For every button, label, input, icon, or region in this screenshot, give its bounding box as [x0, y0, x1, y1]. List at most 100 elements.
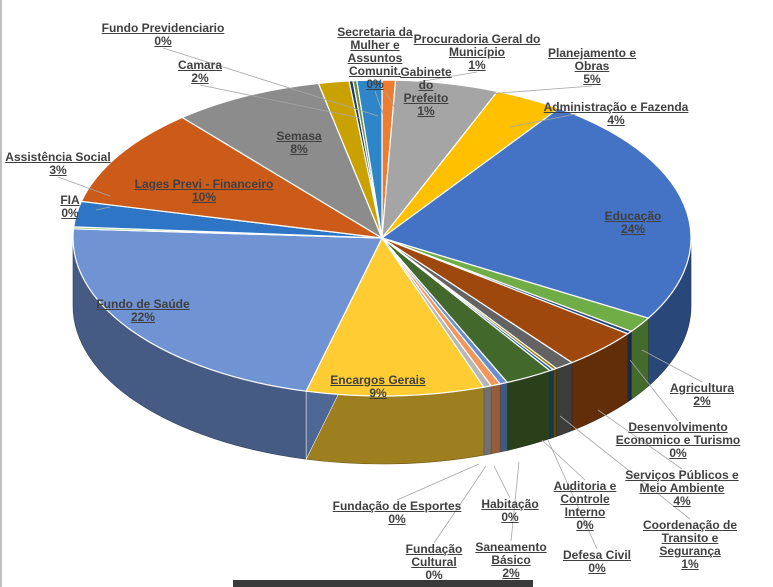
slice-side-coordenacao-de-transito-e-seguranca: [556, 362, 573, 437]
leader-line-agricultura: [641, 349, 703, 383]
slice-label-percent: 0%: [366, 77, 384, 91]
leader-line-fundacao-cultural: [433, 465, 487, 544]
slice-label-name: Saneamento Básico: [475, 540, 547, 567]
slice-gabinete-do-prefeito: [356, 79, 383, 239]
slice-label-percent: 1%: [681, 557, 699, 571]
slice-label-name: Coordenação de Transito e Segurança: [642, 518, 738, 558]
slice-label-administracao-e-fazenda: Administração e Fazenda 4%: [544, 101, 689, 127]
slice-label-name: Educação: [604, 209, 662, 223]
leader-line-auditoria-e-controle-interno: [541, 439, 586, 481]
slice-label-name: Encargos Gerais: [330, 373, 426, 387]
slice-label-semasa: Semasa 8%: [276, 130, 321, 156]
slice-label-percent: 24%: [620, 222, 646, 236]
slice-label-name: Fundo de Saúde: [96, 297, 190, 311]
leader-line-fia: [95, 206, 111, 211]
slice-label-percent: 1%: [468, 58, 486, 72]
slice-label-percent: 0%: [61, 206, 79, 220]
leader-line-planejamento-e-obras: [461, 85, 593, 97]
leader-line-fundacao-de-esportes: [396, 463, 480, 501]
slice-label-procuradoria-geral-do-municipio: Procuradoria Geral do Município 1%: [414, 33, 541, 72]
slice-encargos-gerais: [305, 236, 485, 397]
slice-label-fundo-previdenciario: Fundo Previdenciario 0%: [102, 22, 225, 48]
slice-label-percent: 0%: [669, 446, 687, 460]
leader-line-desenvolvimento-economico-e-turismo: [629, 359, 679, 422]
slice-label-lages-previ-financeiro: Lages Previ - Financeiro 10%: [135, 178, 274, 204]
slice-label-name: Fundação de Esportes: [332, 499, 462, 513]
leader-line-gabinete-do-prefeito: [385, 91, 399, 115]
slice-label-name: Planejamento e Obras: [547, 46, 637, 73]
slice-side-agricultura: [630, 317, 649, 400]
leader-line-coordenacao-de-transito-e-seguranca: [559, 415, 691, 520]
leader-line-fundo-previdenciario: [162, 47, 379, 117]
slice-label-saneamento-basico: Saneamento Básico 2%: [475, 541, 546, 580]
slice-label-fundacao-de-esportes: Fundação de Esportes 0%: [333, 500, 462, 526]
slice-label-educacao: Educação 24%: [605, 210, 662, 236]
slice-label-servicos-publicos-e-meio-ambiente: Serviços Públicos e Meio Ambiente 4%: [625, 469, 738, 508]
slice-label-name: Fundação Cultural: [405, 542, 463, 569]
slice-label-name: Gabinete do Prefeito: [400, 65, 452, 105]
slice-semasa: [180, 82, 384, 240]
leader-line-secretaria-da-mulher-e-assuntos-comunit: [374, 90, 384, 115]
slice-label-fundacao-cultural: Fundação Cultural 0%: [406, 543, 463, 582]
slice-label-percent: 0%: [425, 568, 443, 582]
leader-line-procuradoria-geral-do-municipio: [417, 71, 478, 83]
slice-label-percent: 3%: [49, 163, 67, 177]
slice-label-percent: 10%: [191, 190, 217, 204]
slice-label-percent: 4%: [607, 113, 625, 127]
slice-label-name: Assistência Social: [5, 150, 111, 164]
slice-label-name: Secretaria da Mulher e Assuntos Comunit.: [337, 25, 413, 78]
slice-side-habitacao: [499, 382, 508, 453]
slice-lages-previ-financeiro: [80, 116, 383, 239]
slice-label-name: Habitação: [481, 497, 539, 511]
slice-label-name: Auditoria e Controle Interno: [553, 479, 617, 519]
slice-label-percent: 2%: [191, 71, 209, 85]
slice-label-name: Camara: [177, 58, 223, 72]
slice-label-percent: 0%: [388, 512, 406, 526]
slice-label-auditoria-e-controle-interno: Auditoria e Controle Interno 0%: [554, 480, 617, 532]
slice-label-planejamento-e-obras: Planejamento e Obras 5%: [548, 47, 636, 86]
slice-label-encargos-gerais: Encargos Gerais 9%: [330, 374, 425, 400]
slice-side-fundacao-de-esportes: [483, 385, 492, 456]
slice-label-percent: 8%: [290, 142, 308, 156]
slice-label-name: Administração e Fazenda: [543, 100, 689, 114]
slice-label-habitacao: Habitação 0%: [481, 498, 538, 524]
slice-label-coordenacao-de-transito-e-seguranca: Coordenação de Transito e Segurança 1%: [643, 519, 737, 571]
slice-label-agricultura: Agricultura 2%: [670, 382, 734, 408]
slice-label-name: Defesa Civil: [562, 548, 632, 562]
slice-side-defesa-civil: [552, 368, 557, 438]
leader-line-saneamento-basico: [510, 461, 520, 542]
slice-label-name: FIA: [60, 193, 80, 207]
slice-label-percent: 4%: [673, 494, 691, 508]
slice-label-percent: 22%: [130, 310, 156, 324]
slice-side-fundacao-cultural: [490, 383, 501, 455]
slice-label-percent: 5%: [583, 72, 601, 86]
slice-label-fundo-de-saude: Fundo de Saúde 22%: [96, 298, 189, 324]
slice-side-saneamento-basico: [506, 370, 551, 451]
slice-label-percent: 0%: [154, 34, 172, 48]
slice-label-percent: 9%: [369, 386, 387, 400]
slice-label-name: Fundo Previdenciario: [101, 21, 225, 35]
slice-label-name: Semasa: [276, 129, 322, 143]
bottom-scrollbar: [233, 580, 533, 587]
slice-educacao: [380, 107, 692, 319]
slice-label-assistencia-social: Assistência Social 3%: [5, 151, 110, 177]
leader-line-administracao-e-fazenda: [509, 113, 577, 128]
slice-label-secretaria-da-mulher-e-assuntos-comunit: Secretaria da Mulher e Assuntos Comunit. 0%: [337, 26, 412, 91]
leader-line-servicos-publicos-e-meio-ambiente: [597, 409, 683, 470]
slice-label-name: Serviços Públicos e Meio Ambiente: [625, 468, 739, 495]
slice-fundo-de-saude: [72, 228, 383, 392]
slice-label-percent: 0%: [576, 518, 594, 532]
leader-line-assistencia-social: [57, 176, 111, 197]
slice-label-gabinete-do-prefeito: Gabinete do Prefeito 1%: [400, 66, 451, 118]
slice-label-defesa-civil: Defesa Civil 0%: [563, 549, 631, 575]
slice-label-name: Desenvolvimento Economico e Turismo: [615, 420, 741, 447]
slice-label-name: Lages Previ - Financeiro: [134, 177, 274, 191]
leader-line-defesa-civil: [547, 439, 598, 550]
slice-label-percent: 0%: [588, 561, 606, 575]
slice-side-auditoria-e-controle-interno: [549, 369, 554, 440]
slice-label-name: Procuradoria Geral do Município: [413, 32, 541, 59]
slice-label-desenvolvimento-economico-e-turismo: Desenvolvimento Economico e Turismo 0%: [616, 421, 740, 460]
slice-label-percent: 0%: [501, 510, 519, 524]
